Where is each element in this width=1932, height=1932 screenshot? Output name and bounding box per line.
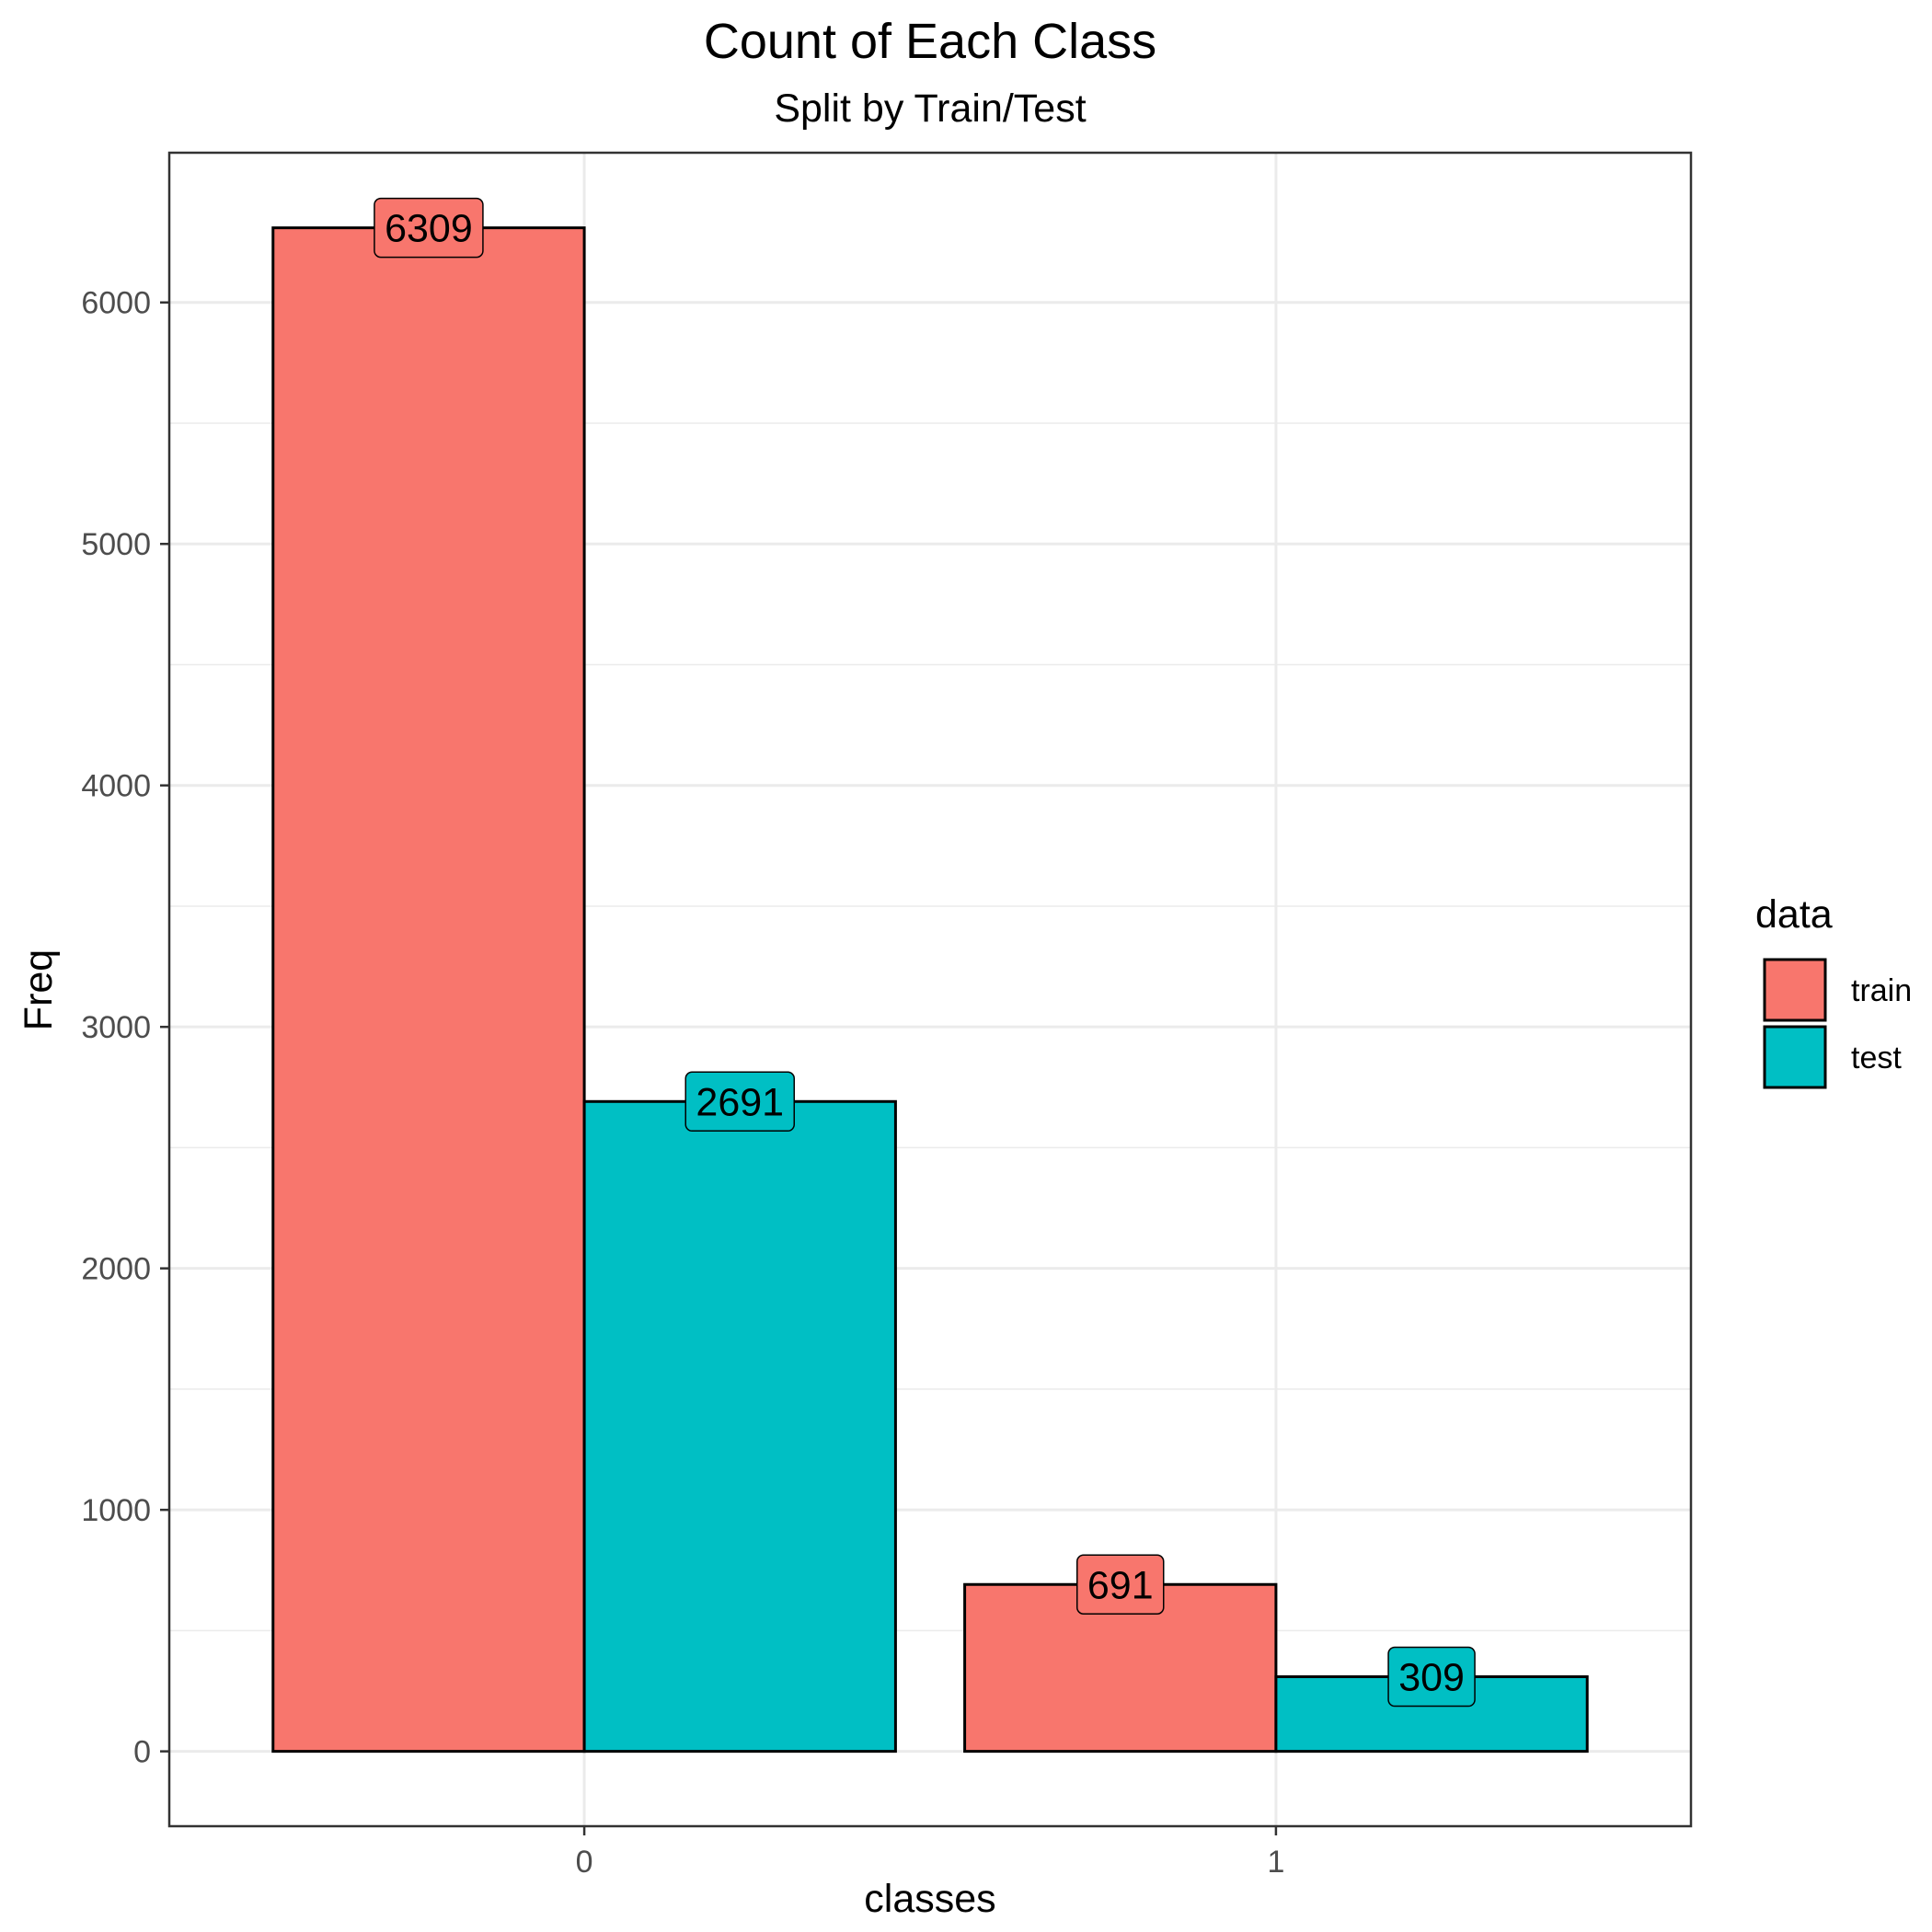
y-tick-label: 5000 xyxy=(81,527,151,562)
y-tick-label: 0 xyxy=(133,1735,151,1770)
legend-label-train: train xyxy=(1851,973,1912,1008)
x-tick-label: 0 xyxy=(576,1845,593,1880)
data-label-box xyxy=(684,1071,795,1133)
chart-title: Count of Each Class xyxy=(704,14,1156,69)
y-tick-label: 3000 xyxy=(81,1010,151,1045)
legend-key-train xyxy=(1763,958,1827,1022)
y-tick-label: 4000 xyxy=(81,769,151,804)
bars xyxy=(271,226,1589,1754)
x-axis-title: classes xyxy=(864,1877,995,1921)
data-label-text: 691 xyxy=(1087,1563,1154,1607)
bar-test-0 xyxy=(582,1099,897,1754)
y-tick-label: 1000 xyxy=(81,1493,151,1528)
data-label-train-0: 6309 xyxy=(374,197,484,259)
y-tick-label: 6000 xyxy=(81,286,151,321)
legend-title: data xyxy=(1755,892,1833,937)
data-label-text: 309 xyxy=(1398,1656,1465,1700)
data-label-test-0: 2691 xyxy=(684,1071,795,1133)
chart-subtitle: Split by Train/Test xyxy=(774,86,1086,131)
legend-key-test xyxy=(1763,1025,1827,1089)
y-tick-label: 2000 xyxy=(81,1252,151,1287)
data-label-box xyxy=(1387,1646,1476,1708)
data-label-box xyxy=(374,197,484,259)
y-axis: 0 1000 2000 3000 4000 5000 6000 xyxy=(81,286,169,1770)
data-label-test-1: 309 xyxy=(1387,1646,1476,1708)
y-axis-title: Freq xyxy=(17,949,61,1030)
data-label-box xyxy=(1076,1554,1165,1616)
legend: data train test xyxy=(1755,892,1912,1089)
data-label-text: 6309 xyxy=(385,207,473,251)
x-tick-label: 1 xyxy=(1267,1845,1284,1880)
data-label-text: 2691 xyxy=(696,1080,784,1124)
legend-label-test: test xyxy=(1851,1041,1902,1075)
bar-train-0 xyxy=(271,226,586,1754)
plot-panel-border xyxy=(167,151,1693,1828)
data-labels: 6309 691 2691 309 xyxy=(374,197,1476,1708)
data-label-train-1: 691 xyxy=(1076,1554,1165,1616)
